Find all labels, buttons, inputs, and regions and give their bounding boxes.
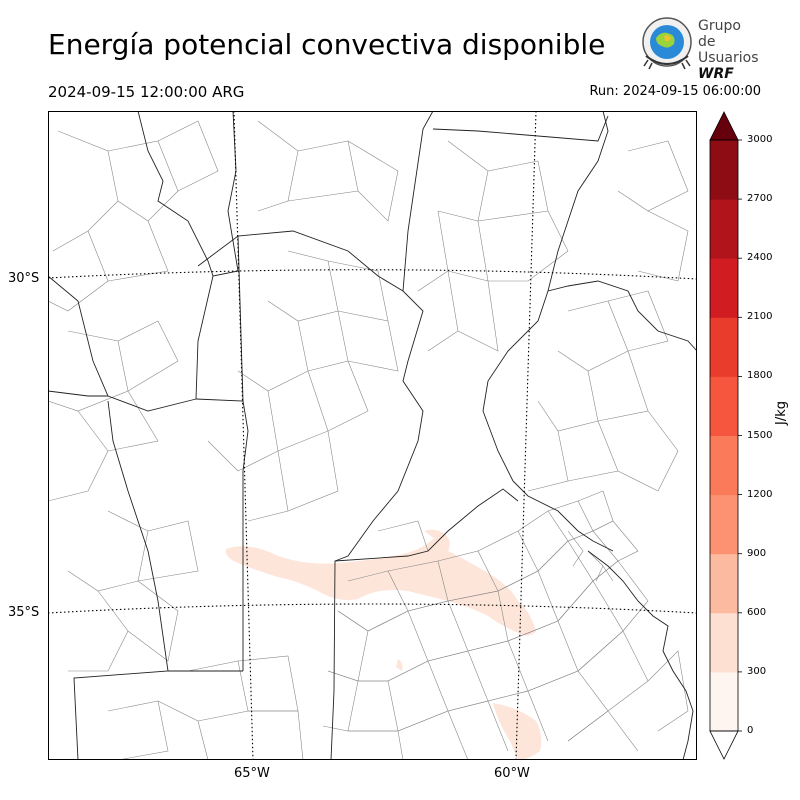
colorbar-segment bbox=[710, 553, 738, 614]
colorbar-tick-label: 1800 bbox=[747, 370, 773, 382]
map-title: Energía potencial convectiva disponible bbox=[48, 28, 606, 61]
logo-line-3: WRF bbox=[698, 66, 734, 82]
colorbar-tick-label: 300 bbox=[747, 665, 767, 677]
colorbar-segment bbox=[710, 435, 738, 496]
colorbar-tick-label: 900 bbox=[747, 547, 767, 559]
valid-time: 2024-09-15 12:00:00 ARG bbox=[48, 83, 245, 101]
colorbar-tick-label: 3000 bbox=[747, 134, 773, 145]
colorbar-tick-label: 2100 bbox=[747, 311, 773, 323]
logo-line-1: Grupo de bbox=[698, 18, 741, 50]
colorbar-unit: J/kg bbox=[774, 401, 789, 425]
colorbar-segment bbox=[710, 140, 738, 200]
colorbar-tick-label: 2400 bbox=[747, 252, 773, 264]
colorbar-segment bbox=[710, 671, 738, 732]
wrf-users-logo: Grupo de Usuarios WRF bbox=[638, 16, 760, 82]
colorbar-segment bbox=[710, 612, 738, 673]
department-boundaries bbox=[48, 120, 689, 760]
colorbar-tick-label: 600 bbox=[747, 606, 767, 618]
graticule bbox=[48, 111, 697, 760]
lat-label-35s: 35°S bbox=[8, 605, 40, 620]
colorbar-extend-min bbox=[709, 730, 739, 760]
coastline bbox=[587, 550, 694, 760]
colorbar-tick-label: 1500 bbox=[747, 429, 773, 441]
colorbar-tick-label: 0 bbox=[747, 725, 754, 736]
colorbar-extend-max bbox=[709, 111, 739, 141]
colorbar-tick-label: 2700 bbox=[747, 193, 773, 205]
colorbar-segment bbox=[710, 494, 738, 555]
colorbar-segment bbox=[710, 258, 738, 318]
colorbar-segment bbox=[710, 376, 738, 436]
lon-label-60w: 60°W bbox=[494, 766, 530, 781]
lat-label-30s: 30°S bbox=[8, 271, 40, 286]
colorbar-segment bbox=[710, 199, 738, 259]
colorbar bbox=[709, 111, 742, 760]
colorbar-segment bbox=[710, 317, 738, 377]
colorbar-tick-label: 1200 bbox=[747, 488, 773, 500]
map-panel bbox=[48, 111, 697, 760]
globe-icon bbox=[642, 17, 692, 70]
run-time: Run: 2024-09-15 06:00:00 bbox=[589, 84, 761, 99]
logo-line-2: Usuarios bbox=[698, 50, 759, 66]
lon-label-65w: 65°W bbox=[234, 766, 270, 781]
